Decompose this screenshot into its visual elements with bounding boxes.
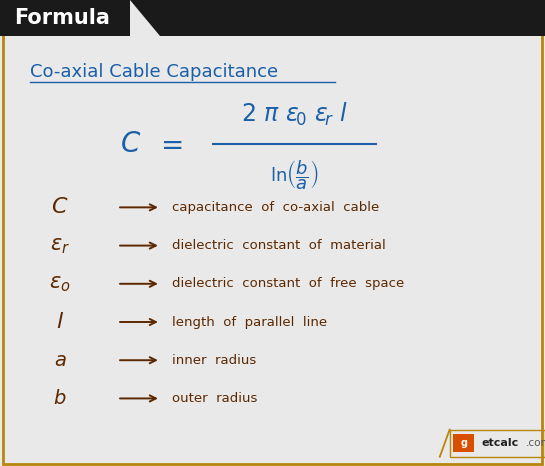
Text: length  of  parallel  line: length of parallel line (172, 315, 327, 329)
Text: .com: .com (526, 438, 545, 448)
Text: inner  radius: inner radius (172, 354, 256, 367)
Text: $\mathit{a}$: $\mathit{a}$ (53, 351, 66, 370)
Text: dielectric  constant  of  free  space: dielectric constant of free space (172, 277, 404, 290)
Text: $\mathit{l}$: $\mathit{l}$ (56, 312, 64, 332)
Polygon shape (130, 0, 160, 36)
Text: $\mathit{C}$: $\mathit{C}$ (51, 198, 69, 217)
Text: outer  radius: outer radius (172, 392, 257, 405)
Text: $\ln\!\left(\dfrac{b}{a}\right)$: $\ln\!\left(\dfrac{b}{a}\right)$ (270, 158, 318, 192)
FancyBboxPatch shape (0, 0, 545, 36)
Text: capacitance  of  co-axial  cable: capacitance of co-axial cable (172, 201, 379, 214)
Text: $\varepsilon_{o}$: $\varepsilon_{o}$ (49, 274, 71, 294)
Text: Co-axial Cable Capacitance: Co-axial Cable Capacitance (30, 63, 278, 81)
Text: $\mathit{C}$: $\mathit{C}$ (120, 130, 142, 158)
Text: $=$: $=$ (155, 130, 183, 158)
Text: Formula: Formula (14, 8, 110, 28)
Text: $2\ \pi\ \varepsilon_{\!0}\ \varepsilon_{\!r}\ \mathit{l}$: $2\ \pi\ \varepsilon_{\!0}\ \varepsilon_… (241, 101, 348, 128)
Text: $\mathit{b}$: $\mathit{b}$ (53, 389, 66, 408)
FancyBboxPatch shape (453, 434, 474, 452)
Text: etcalc: etcalc (481, 438, 518, 448)
Text: g: g (461, 438, 467, 448)
Text: dielectric  constant  of  material: dielectric constant of material (172, 239, 385, 252)
Text: $\varepsilon_{r}$: $\varepsilon_{r}$ (50, 236, 70, 255)
